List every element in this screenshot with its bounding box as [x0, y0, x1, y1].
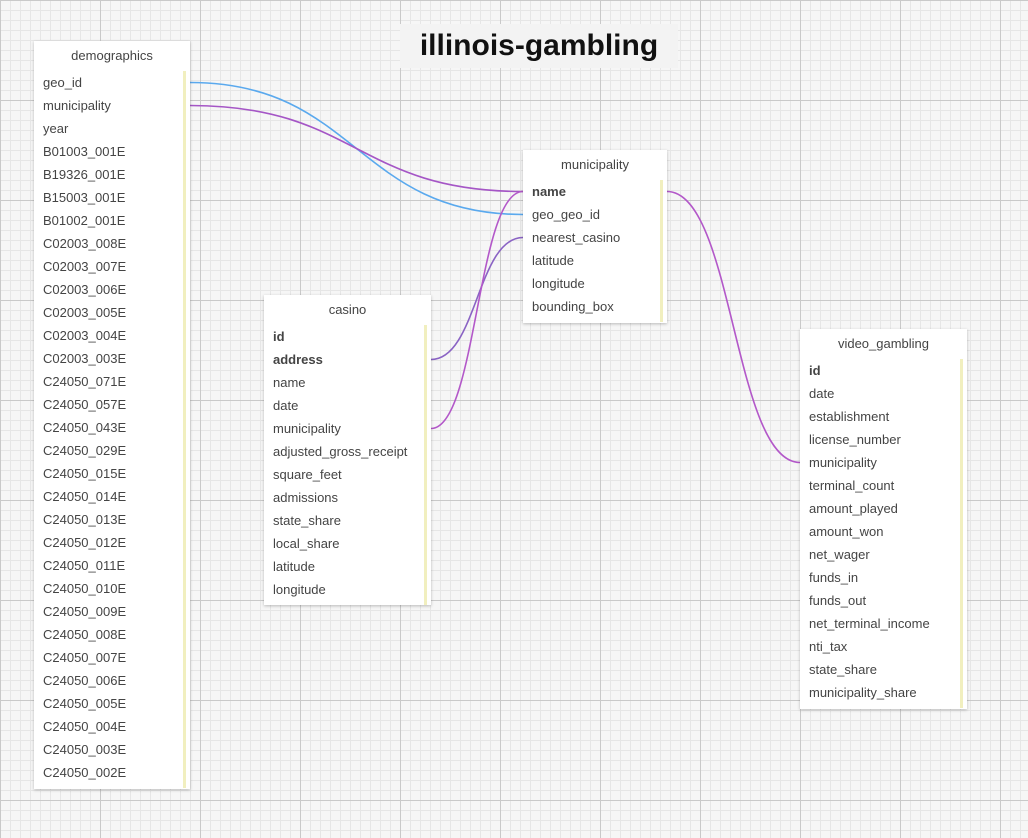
- table-header[interactable]: casino: [328, 302, 367, 317]
- column-c24050-003e[interactable]: C24050_003E: [43, 742, 127, 757]
- column-c24050-011e[interactable]: C24050_011E: [43, 558, 126, 573]
- column-state-share[interactable]: state_share: [809, 662, 877, 677]
- column-funds-in[interactable]: funds_in: [809, 570, 859, 585]
- column-latitude[interactable]: latitude: [532, 253, 574, 268]
- column-municipality[interactable]: municipality: [43, 98, 111, 113]
- table-video-gambling[interactable]: video_gambling id date establishment licens…: [800, 329, 967, 709]
- column-municipality[interactable]: municipality: [809, 455, 877, 470]
- scrollbar[interactable]: [660, 180, 663, 322]
- column-c24050-013e[interactable]: C24050_013E: [43, 512, 127, 527]
- column-c24050-004e[interactable]: C24050_004E: [43, 719, 127, 734]
- relation-casino-municipality-to-municipality: [430, 190, 524, 430]
- relation-municipality-name-to-video_gambling: [666, 190, 801, 464]
- column-amount-played[interactable]: amount_played: [809, 501, 898, 516]
- column-address[interactable]: address: [273, 352, 323, 367]
- column-c24050-006e[interactable]: C24050_006E: [43, 673, 127, 688]
- table-municipality[interactable]: municipality name geo_geo_id nearest_casin…: [523, 150, 667, 323]
- column-c24050-014e[interactable]: C24050_014E: [43, 489, 127, 504]
- column-c24050-012e[interactable]: C24050_012E: [43, 535, 127, 550]
- relation-demographics-municipality-to-municipality: [189, 104, 524, 193]
- column-name[interactable]: name: [532, 184, 566, 199]
- column-id[interactable]: id: [273, 329, 285, 344]
- table-header[interactable]: video_gambling: [837, 336, 930, 351]
- column-c24050-057e[interactable]: C24050_057E: [43, 397, 127, 412]
- column-geo-id[interactable]: geo_id: [43, 75, 83, 90]
- column-c02003-004e[interactable]: C02003_004E: [43, 328, 127, 343]
- column-id[interactable]: id: [809, 363, 821, 378]
- scrollbar[interactable]: [183, 71, 186, 788]
- column-net-terminal-income[interactable]: net_terminal_income: [809, 616, 930, 631]
- column-c02003-007e[interactable]: C02003_007E: [43, 259, 127, 274]
- relation-casino-address-to-municipality: [430, 236, 524, 361]
- column-municipality[interactable]: municipality: [273, 421, 341, 436]
- table-body: geo_id municipality year B01003_001E B19326_…: [34, 71, 190, 788]
- column-nearest-casino[interactable]: nearest_casino: [532, 230, 621, 245]
- column-c24050-015e[interactable]: C24050_015E: [43, 466, 127, 481]
- column-c24050-005e[interactable]: C24050_005E: [43, 696, 127, 711]
- column-license-number[interactable]: license_number: [809, 432, 901, 447]
- column-admissions[interactable]: admissions: [273, 490, 339, 505]
- column-latitude[interactable]: latitude: [273, 559, 315, 574]
- column-b15003-001e[interactable]: B15003_001E: [43, 190, 126, 205]
- table-header[interactable]: municipality: [561, 157, 629, 172]
- table-header[interactable]: demographics: [71, 48, 153, 63]
- relation-demographics-geo_id-to-municipality: [189, 81, 524, 216]
- column-bounding-box[interactable]: bounding_box: [532, 299, 614, 314]
- column-amount-won[interactable]: amount_won: [809, 524, 884, 539]
- diagram-title: illinois-gambling: [400, 24, 678, 68]
- column-longitude[interactable]: longitude: [273, 582, 326, 597]
- column-square-feet[interactable]: square_feet: [273, 467, 342, 482]
- column-b19326-001e[interactable]: B19326_001E: [43, 167, 126, 182]
- column-date[interactable]: date: [273, 398, 299, 413]
- column-name[interactable]: name: [273, 375, 306, 390]
- column-c02003-008e[interactable]: C02003_008E: [43, 236, 127, 251]
- column-adjusted-gross-receipt[interactable]: adjusted_gross_receipt: [273, 444, 408, 459]
- column-c24050-008e[interactable]: C24050_008E: [43, 627, 127, 642]
- column-state-share[interactable]: state_share: [273, 513, 341, 528]
- column-geo-geo-id[interactable]: geo_geo_id: [532, 207, 600, 222]
- column-funds-out[interactable]: funds_out: [809, 593, 867, 608]
- column-c24050-010e[interactable]: C24050_010E: [43, 581, 127, 596]
- table-casino[interactable]: casino id address name date municipality adju…: [264, 295, 431, 605]
- column-net-wager[interactable]: net_wager: [809, 547, 870, 562]
- table-demographics[interactable]: demographics geo_id municipality year B0100…: [34, 41, 190, 789]
- column-c24050-029e[interactable]: C24050_029E: [43, 443, 127, 458]
- column-longitude[interactable]: longitude: [532, 276, 585, 291]
- column-nti-tax[interactable]: nti_tax: [809, 639, 848, 654]
- scrollbar[interactable]: [424, 325, 427, 605]
- column-c24050-009e[interactable]: C24050_009E: [43, 604, 127, 619]
- column-municipality-share[interactable]: municipality_share: [809, 685, 917, 700]
- column-terminal-count[interactable]: terminal_count: [809, 478, 895, 493]
- column-c02003-006e[interactable]: C02003_006E: [43, 282, 127, 297]
- column-b01002-001e[interactable]: B01002_001E: [43, 213, 126, 228]
- column-c02003-003e[interactable]: C02003_003E: [43, 351, 127, 366]
- column-establishment[interactable]: establishment: [809, 409, 890, 424]
- column-c24050-071e[interactable]: C24050_071E: [43, 374, 127, 389]
- table-body: id address name date municipality adjusted_gr…: [264, 325, 431, 605]
- column-b01003-001e[interactable]: B01003_001E: [43, 144, 126, 159]
- column-c24050-043e[interactable]: C24050_043E: [43, 420, 127, 435]
- column-year[interactable]: year: [43, 121, 69, 136]
- column-date[interactable]: date: [809, 386, 835, 401]
- scrollbar[interactable]: [960, 359, 963, 708]
- column-c02003-005e[interactable]: C02003_005E: [43, 305, 127, 320]
- table-body: name geo_geo_id nearest_casino latitude long…: [523, 180, 667, 322]
- column-local-share[interactable]: local_share: [273, 536, 340, 551]
- column-c24050-002e[interactable]: C24050_002E: [43, 765, 127, 780]
- column-c24050-007e[interactable]: C24050_007E: [43, 650, 127, 665]
